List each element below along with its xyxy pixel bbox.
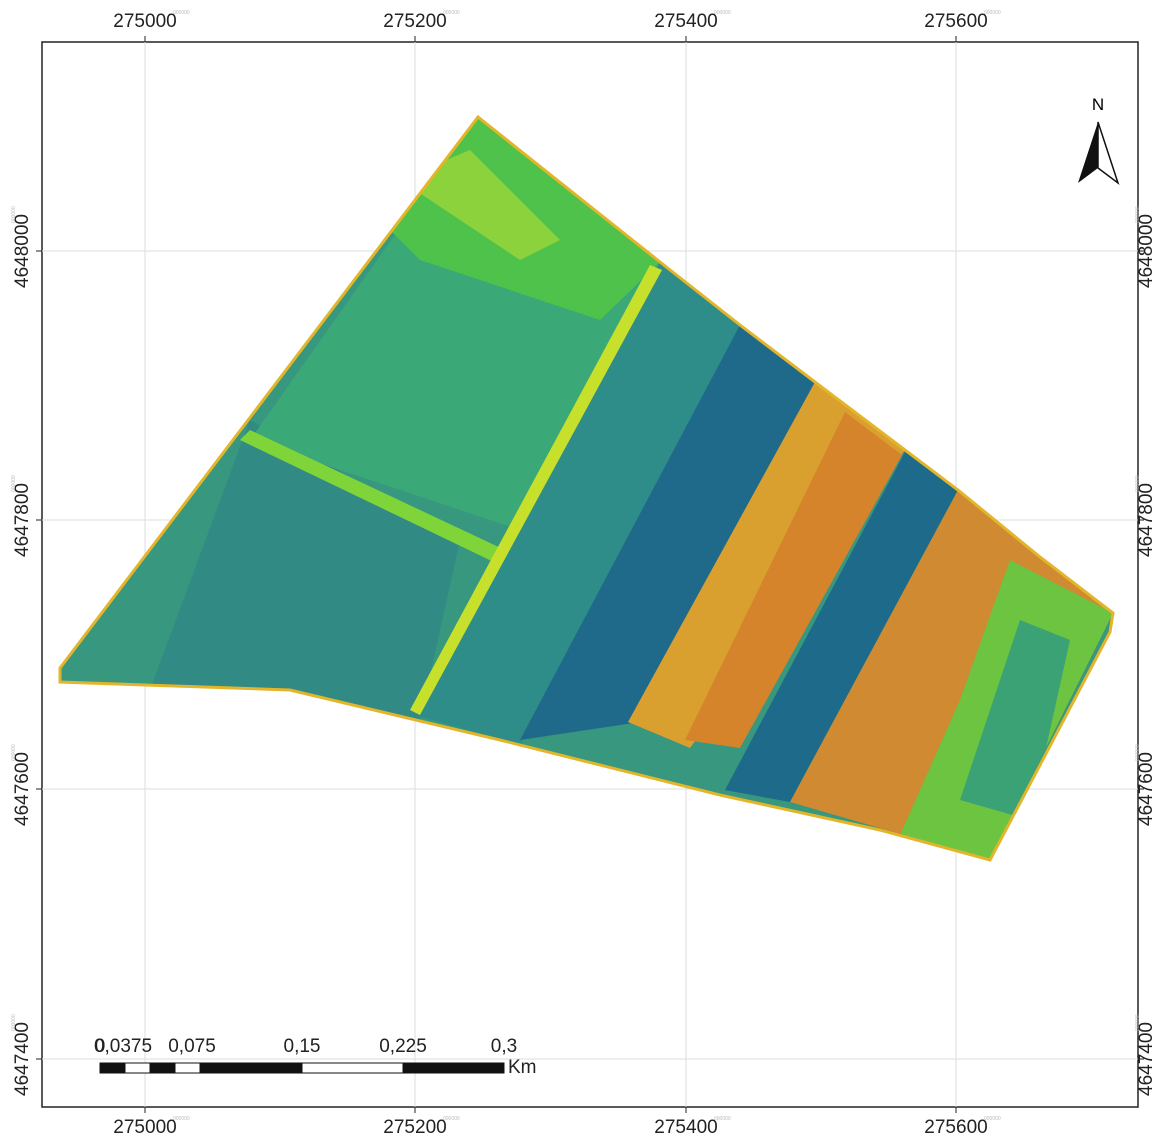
scale-label: 0,0375 (94, 1036, 152, 1057)
coord-suffix: 000000 (173, 10, 190, 16)
coord-suffix: 000000 (1135, 206, 1141, 223)
x-coord-label: 275400 (654, 1117, 717, 1137)
coord-suffix: 000000 (173, 1116, 190, 1122)
y-coord-label: 4647600 (1136, 752, 1157, 826)
y-coord-label: 4647400 (12, 1022, 33, 1096)
coord-suffix: 000000 (11, 206, 17, 223)
x-coord-label: 275600 (924, 1117, 987, 1137)
coord-suffix: 000000 (11, 475, 17, 492)
map: 2750000000002750000000002752000000002752… (0, 0, 1159, 1137)
scale-label: 0,15 (284, 1036, 321, 1057)
scale-segment (125, 1063, 150, 1073)
x-coord-label: 275200 (383, 11, 446, 32)
scale-segment (175, 1063, 200, 1073)
coord-suffix: 000000 (11, 1014, 17, 1031)
y-coord-label: 4647800 (1136, 483, 1157, 557)
scale-segment (150, 1063, 175, 1073)
scale-segment (403, 1063, 504, 1073)
coord-suffix: 000000 (714, 10, 731, 16)
scale-label: 0,225 (379, 1036, 427, 1057)
scale-segment (100, 1063, 125, 1073)
north-label: N (1092, 95, 1104, 114)
coord-suffix: 000000 (1135, 475, 1141, 492)
coord-suffix: 000000 (443, 10, 460, 16)
coord-suffix: 000000 (714, 1116, 731, 1122)
coord-suffix: 000000 (984, 1116, 1001, 1122)
scale-segment (200, 1063, 302, 1073)
coord-suffix: 000000 (984, 10, 1001, 16)
y-coord-label: 4648000 (1136, 214, 1157, 288)
y-coord-label: 4647800 (12, 483, 33, 557)
coord-suffix: 000000 (1135, 744, 1141, 761)
x-coord-label: 275200 (383, 1117, 446, 1137)
coord-suffix: 000000 (11, 744, 17, 761)
y-coord-label: 4647600 (12, 752, 33, 826)
x-coord-label: 275600 (924, 11, 987, 32)
scale-label: 0,3 (491, 1036, 517, 1057)
x-coord-label: 275400 (654, 11, 717, 32)
x-coord-label: 275000 (113, 1117, 176, 1137)
y-coord-label: 4647400 (1136, 1022, 1157, 1096)
coord-suffix: 000000 (1135, 1014, 1141, 1031)
scale-label: 0,075 (168, 1036, 216, 1057)
x-coord-label: 275000 (113, 11, 176, 32)
scale-unit: Km (508, 1057, 537, 1078)
scale-segment (302, 1063, 403, 1073)
y-coord-label: 4648000 (12, 214, 33, 288)
coord-suffix: 000000 (443, 1116, 460, 1122)
